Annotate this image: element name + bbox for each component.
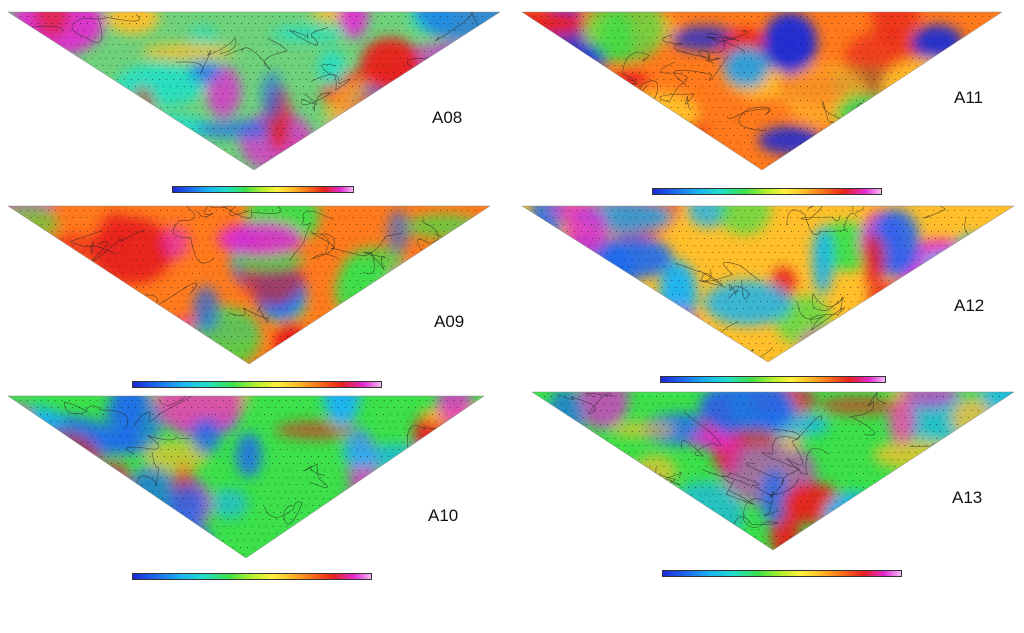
pseudosection-a12 xyxy=(521,205,1015,363)
section-a13: A13 xyxy=(531,390,1015,582)
section-label: A11 xyxy=(954,88,983,107)
section-a10: A10 xyxy=(7,394,500,584)
pseudosection-a10 xyxy=(7,395,485,559)
section-label: A10 xyxy=(428,506,459,525)
colorbar xyxy=(662,570,902,577)
colorbar xyxy=(660,376,886,383)
section-label: A13 xyxy=(952,488,983,507)
pseudosection-a09 xyxy=(7,205,491,365)
pseudosection-a08 xyxy=(7,11,501,171)
section-a08: A08 xyxy=(7,10,501,200)
section-label: A12 xyxy=(954,296,985,315)
colorbar xyxy=(132,573,372,580)
colorbar xyxy=(132,381,382,388)
colorbar xyxy=(172,186,354,193)
section-label: A09 xyxy=(434,312,465,331)
section-a09: A09 xyxy=(7,204,500,390)
section-a11: A11 xyxy=(521,10,1014,200)
section-a12: A12 xyxy=(521,204,1015,390)
colorbar xyxy=(652,188,882,195)
pseudosection-a11 xyxy=(521,11,1003,171)
section-label: A08 xyxy=(432,108,463,127)
pseudosection-a13 xyxy=(531,391,1015,551)
